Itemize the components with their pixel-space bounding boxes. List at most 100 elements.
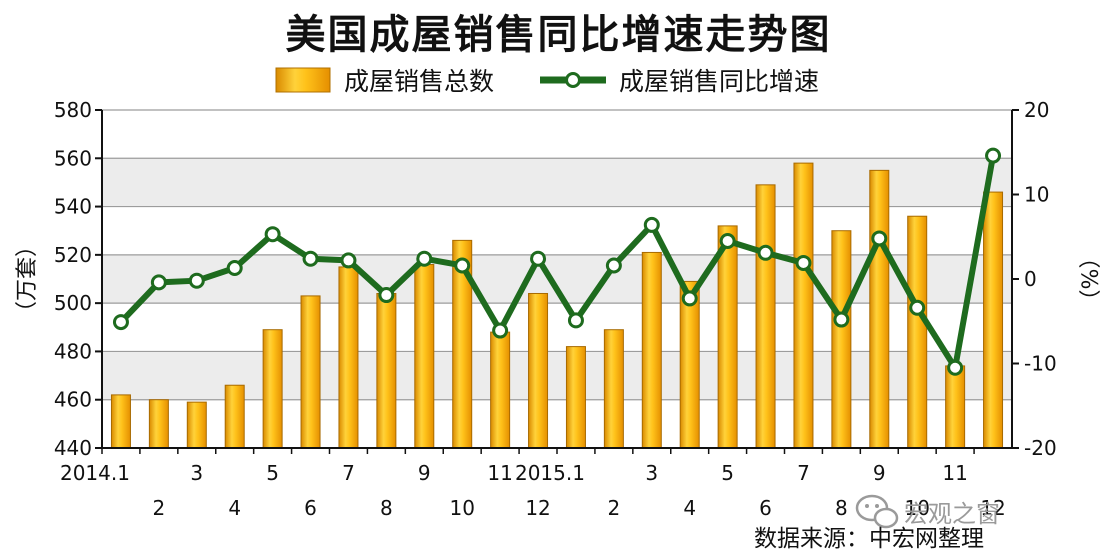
bar bbox=[110, 394, 131, 449]
growth-point bbox=[947, 359, 964, 376]
left-tick-label: 580 bbox=[54, 98, 92, 122]
bar bbox=[186, 401, 207, 449]
x-tick-label: 4 bbox=[228, 496, 241, 520]
x-tick-label: 2015.1 bbox=[515, 461, 585, 485]
x-tick-label: 3 bbox=[190, 461, 203, 485]
plot-background bbox=[102, 110, 1012, 448]
watermark: 宏观之窗 bbox=[855, 494, 1000, 529]
growth-point bbox=[833, 311, 850, 328]
x-tick-label: 8 bbox=[835, 496, 848, 520]
bar bbox=[907, 215, 928, 449]
left-tick-label: 500 bbox=[54, 291, 92, 315]
left-tick-label: 460 bbox=[54, 388, 92, 412]
bar bbox=[262, 329, 283, 449]
bar bbox=[376, 292, 397, 449]
wechat-icon bbox=[855, 494, 899, 529]
right-tick-label: -20 bbox=[1024, 436, 1057, 460]
right-tick-label: 0 bbox=[1024, 267, 1037, 291]
source-note: 数据来源：中宏网整理 bbox=[754, 526, 984, 552]
growth-point bbox=[985, 147, 1002, 164]
x-tick-label: 3 bbox=[645, 461, 658, 485]
bar bbox=[300, 295, 321, 449]
x-tick-label: 4 bbox=[683, 496, 696, 520]
bar bbox=[224, 384, 245, 449]
x-tick-label: 6 bbox=[304, 496, 317, 520]
growth-point bbox=[871, 230, 888, 247]
growth-point bbox=[681, 290, 698, 307]
watermark-text: 宏观之窗 bbox=[904, 500, 1000, 528]
left-tick-label: 480 bbox=[54, 339, 92, 363]
growth-point bbox=[492, 322, 509, 339]
plot-band bbox=[102, 303, 1012, 352]
plot-band bbox=[102, 206, 1012, 255]
bar bbox=[603, 329, 624, 449]
x-tick-label: 2 bbox=[153, 496, 166, 520]
growth-point bbox=[567, 312, 584, 329]
right-axis-label: （%） bbox=[1079, 247, 1104, 312]
x-tick-label: 10 bbox=[904, 496, 929, 520]
left-tick-label: 440 bbox=[54, 436, 92, 460]
growth-point bbox=[605, 257, 622, 274]
legend-bar-swatch bbox=[275, 67, 331, 93]
x-tick-label: 9 bbox=[418, 461, 431, 485]
x-tick-label: 12 bbox=[980, 496, 1005, 520]
bar bbox=[869, 169, 890, 449]
left-tick-label: 560 bbox=[54, 146, 92, 170]
growth-line-series bbox=[112, 147, 1002, 376]
growth-point bbox=[909, 299, 926, 316]
x-tick-label: 9 bbox=[873, 461, 886, 485]
x-tick-label: 7 bbox=[797, 461, 810, 485]
growth-point bbox=[150, 274, 167, 291]
bar bbox=[983, 191, 1004, 449]
bar bbox=[717, 225, 738, 449]
plot-band bbox=[102, 158, 1012, 207]
bar bbox=[565, 346, 586, 449]
bar bbox=[528, 292, 549, 449]
x-tick-label: 12 bbox=[525, 496, 550, 520]
chart-title: 美国成屋销售同比增速走势图 bbox=[285, 12, 832, 58]
x-tick-label: 5 bbox=[721, 461, 734, 485]
growth-point bbox=[340, 252, 357, 269]
x-tick-label: 8 bbox=[380, 496, 393, 520]
bar bbox=[755, 184, 776, 449]
plot-band bbox=[102, 351, 1012, 400]
growth-line bbox=[118, 155, 996, 371]
growth-point bbox=[643, 216, 660, 233]
left-tick-label: 520 bbox=[54, 243, 92, 267]
growth-point bbox=[454, 257, 471, 274]
right-axis-ticks: -20 -10 0 10 20 bbox=[1012, 98, 1057, 460]
bar bbox=[831, 230, 852, 449]
growth-point bbox=[188, 272, 205, 289]
growth-point bbox=[264, 226, 281, 243]
growth-point bbox=[302, 250, 319, 267]
bar bbox=[414, 264, 435, 449]
x-tick-label: 2 bbox=[608, 496, 621, 520]
bar bbox=[338, 266, 359, 449]
plot-band bbox=[102, 399, 1012, 448]
left-axis-ticks: 440 460 480 500 520 540 560 580 bbox=[54, 98, 102, 460]
x-tick-label: 5 bbox=[266, 461, 279, 485]
growth-point bbox=[719, 232, 736, 249]
bar bbox=[945, 365, 966, 449]
bar bbox=[148, 399, 169, 449]
legend-line-label: 成屋销售同比增速 bbox=[619, 67, 819, 96]
x-tick-label: 10 bbox=[449, 496, 474, 520]
growth-point bbox=[112, 314, 129, 331]
gridlines bbox=[102, 109, 1012, 449]
growth-point bbox=[416, 250, 433, 267]
left-tick-label: 540 bbox=[54, 195, 92, 219]
growth-point bbox=[378, 287, 395, 304]
x-tick-label: 11 bbox=[487, 461, 512, 485]
legend-line-marker bbox=[565, 72, 581, 88]
plot-band bbox=[102, 110, 1012, 159]
x-tick-label: 2014.1 bbox=[60, 461, 130, 485]
x-tick-label: 11 bbox=[942, 461, 967, 485]
right-tick-label: -10 bbox=[1024, 352, 1057, 376]
growth-point bbox=[795, 254, 812, 271]
bar bbox=[793, 162, 814, 449]
growth-point bbox=[530, 250, 547, 267]
x-tick-label: 6 bbox=[759, 496, 772, 520]
right-tick-label: 10 bbox=[1024, 183, 1049, 207]
